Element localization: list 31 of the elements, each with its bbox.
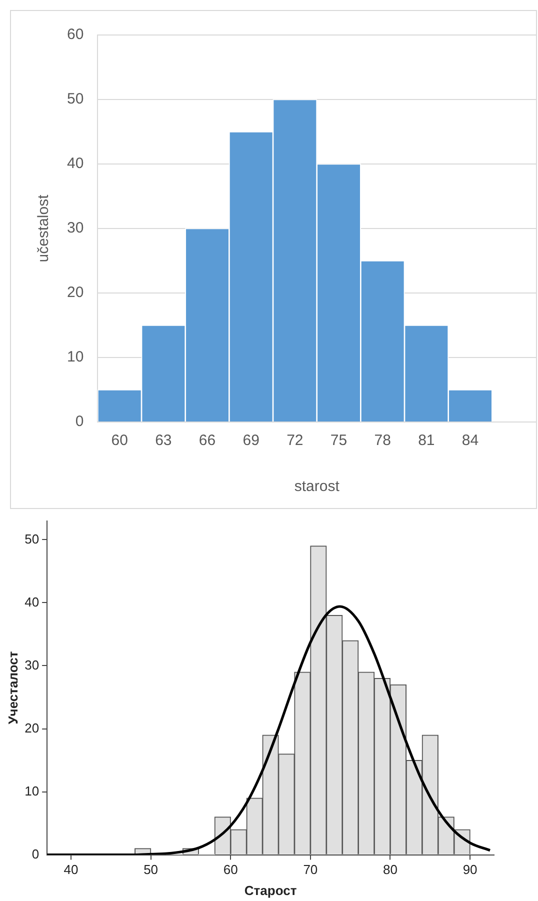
x-tick-label: 69	[242, 432, 260, 450]
x-tick-label: 60	[223, 862, 238, 878]
y-tick-label: 40	[66, 155, 84, 172]
x-tick-label: 70	[303, 862, 318, 878]
x-tick-label: 75	[330, 432, 348, 450]
x-tick-label: 84	[462, 432, 479, 450]
y-axis-title: učestalost	[35, 194, 52, 262]
x-tick-label: 66	[198, 432, 216, 450]
x-axis-title: starost	[294, 478, 340, 496]
y-tick-label: 30	[24, 657, 40, 672]
y-tick-label: 30	[66, 220, 84, 237]
x-tick-label: 81	[418, 432, 435, 450]
x-tick-label: 78	[374, 432, 391, 450]
y-tick-label: 10	[66, 348, 84, 366]
y-tick-label: 20	[66, 284, 84, 302]
x-tick-label: 80	[383, 862, 398, 878]
x-tick-label: 72	[286, 432, 304, 450]
y-axis-title: Учесталост	[5, 651, 20, 724]
y-tick-label: 60	[66, 26, 84, 44]
x-tick-label: 63	[155, 432, 172, 450]
x-tick-label: 60	[111, 432, 128, 450]
x-axis-title: Старост	[244, 882, 297, 898]
x-tick-label: 50	[144, 862, 158, 878]
y-tick-label: 0	[75, 413, 84, 430]
x-tick-label: 90	[462, 862, 478, 878]
y-tick-label: 0	[32, 846, 40, 862]
y-tick-label: 40	[24, 594, 40, 610]
y-tick-label: 20	[24, 720, 40, 736]
y-tick-label: 50	[66, 90, 84, 108]
y-tick-label: 10	[24, 783, 40, 798]
y-tick-label: 50	[24, 531, 40, 546]
